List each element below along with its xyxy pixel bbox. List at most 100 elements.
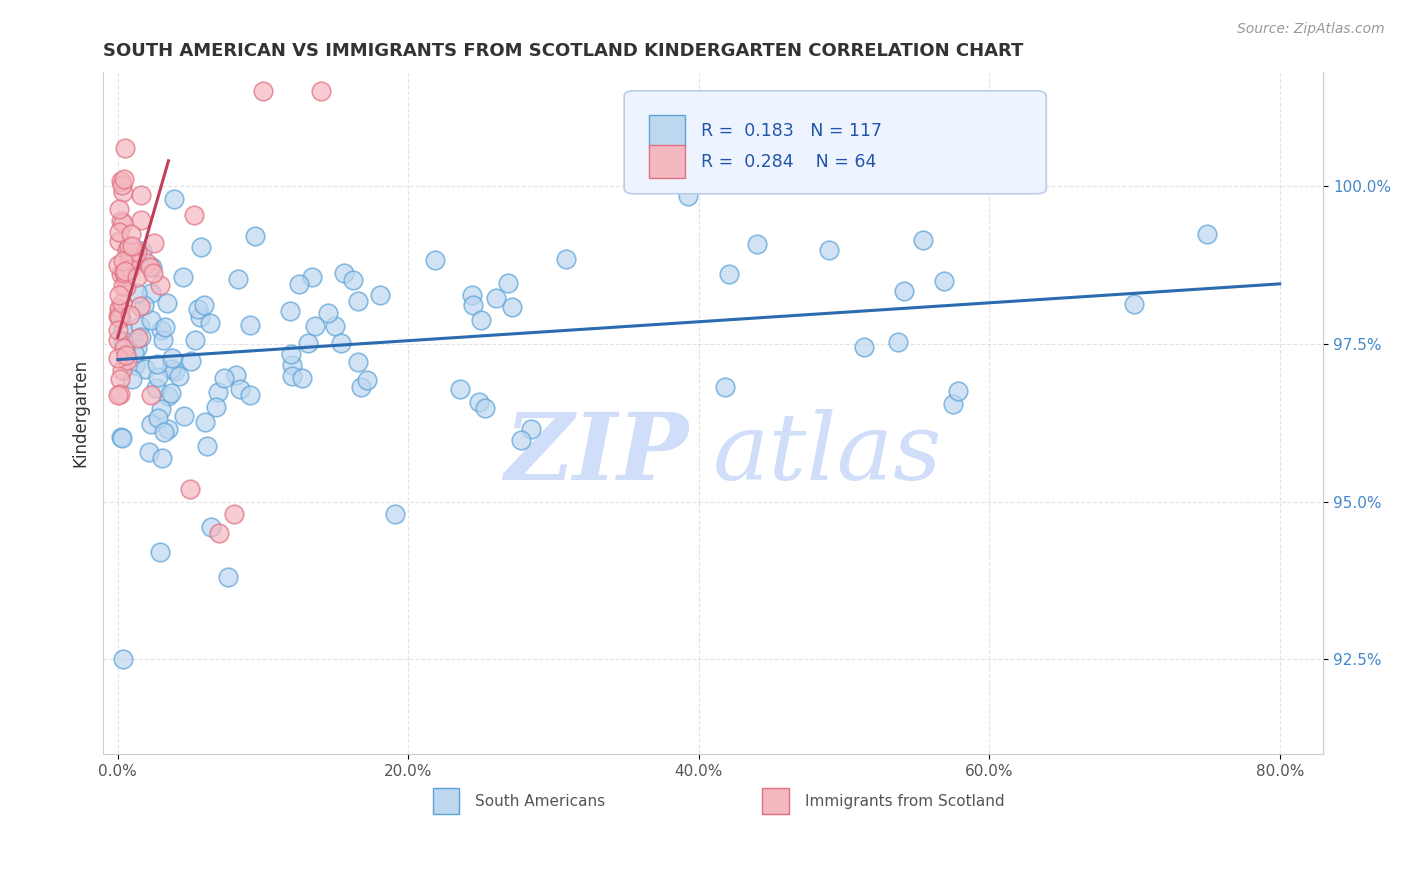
Point bbox=[190, 240, 212, 254]
Point bbox=[243, 228, 266, 243]
Point bbox=[110, 386, 132, 401]
Point bbox=[297, 335, 319, 350]
Text: R =  0.183   N = 117: R = 0.183 N = 117 bbox=[702, 122, 882, 140]
Point bbox=[555, 252, 578, 267]
Point bbox=[114, 342, 136, 356]
Point bbox=[160, 386, 183, 401]
Point bbox=[342, 273, 364, 287]
FancyBboxPatch shape bbox=[624, 91, 1046, 194]
Point bbox=[818, 244, 841, 258]
Point bbox=[115, 265, 138, 279]
Point bbox=[470, 313, 492, 327]
Point bbox=[134, 298, 156, 312]
Point bbox=[108, 202, 131, 216]
Point bbox=[281, 368, 304, 383]
Point bbox=[301, 270, 323, 285]
Bar bbox=[648, 115, 685, 147]
Point bbox=[183, 208, 205, 222]
Point bbox=[108, 302, 131, 317]
Point bbox=[172, 270, 194, 285]
Point bbox=[356, 373, 378, 387]
Point bbox=[318, 306, 340, 320]
Point bbox=[169, 368, 191, 383]
Point bbox=[304, 319, 326, 334]
Point bbox=[449, 382, 471, 396]
Point bbox=[108, 234, 131, 248]
Point bbox=[121, 239, 143, 253]
Point bbox=[129, 319, 152, 334]
Point bbox=[111, 178, 134, 192]
Point bbox=[110, 174, 132, 188]
Point bbox=[129, 329, 152, 343]
Point bbox=[153, 319, 176, 334]
Bar bbox=[648, 145, 685, 178]
Point bbox=[145, 381, 167, 395]
Point bbox=[184, 333, 207, 347]
Point bbox=[149, 278, 172, 293]
Point bbox=[510, 434, 533, 448]
Point bbox=[107, 323, 129, 337]
Point bbox=[112, 216, 135, 230]
Point bbox=[115, 353, 138, 368]
Point bbox=[112, 172, 135, 186]
Point bbox=[110, 267, 132, 281]
Point bbox=[141, 260, 163, 274]
Point bbox=[141, 388, 163, 402]
Point bbox=[122, 244, 145, 258]
Point bbox=[131, 244, 153, 258]
Point bbox=[152, 333, 174, 347]
Point bbox=[153, 425, 176, 440]
Point bbox=[346, 354, 368, 368]
Point bbox=[107, 309, 129, 323]
Point bbox=[125, 269, 148, 284]
Point bbox=[114, 141, 136, 155]
Point bbox=[115, 243, 138, 257]
Point bbox=[115, 280, 138, 294]
Point bbox=[128, 299, 150, 313]
Point bbox=[1123, 297, 1146, 311]
Point bbox=[142, 266, 165, 280]
Point bbox=[520, 421, 543, 435]
Point bbox=[148, 545, 170, 559]
Point bbox=[207, 384, 229, 399]
Point bbox=[111, 296, 134, 310]
Point bbox=[141, 417, 163, 431]
Point bbox=[108, 301, 131, 315]
Point bbox=[946, 384, 969, 398]
Point bbox=[163, 192, 186, 206]
Point bbox=[142, 236, 165, 251]
Point bbox=[347, 294, 370, 309]
Point bbox=[425, 253, 447, 268]
Point bbox=[239, 388, 262, 402]
Point bbox=[156, 422, 179, 436]
Point bbox=[194, 415, 217, 429]
Point bbox=[124, 346, 146, 360]
Point bbox=[107, 258, 129, 272]
Point bbox=[468, 394, 491, 409]
Text: atlas: atlas bbox=[713, 409, 942, 500]
Text: ZIP: ZIP bbox=[505, 409, 689, 500]
Point bbox=[111, 278, 134, 293]
Point bbox=[714, 380, 737, 394]
Point bbox=[107, 288, 129, 302]
Point bbox=[114, 264, 136, 278]
Point bbox=[280, 346, 302, 360]
Point bbox=[107, 333, 129, 347]
Bar bbox=[433, 789, 460, 814]
Text: Source: ZipAtlas.com: Source: ZipAtlas.com bbox=[1237, 22, 1385, 37]
Point bbox=[502, 301, 524, 315]
Point bbox=[1197, 227, 1219, 242]
Point bbox=[893, 284, 915, 298]
Point bbox=[309, 84, 332, 98]
Point bbox=[111, 363, 134, 377]
Point bbox=[288, 277, 311, 292]
Point bbox=[212, 371, 235, 385]
Point bbox=[121, 254, 143, 268]
Point bbox=[139, 260, 162, 274]
Point bbox=[145, 357, 167, 371]
Text: SOUTH AMERICAN VS IMMIGRANTS FROM SCOTLAND KINDERGARTEN CORRELATION CHART: SOUTH AMERICAN VS IMMIGRANTS FROM SCOTLA… bbox=[103, 42, 1024, 60]
Point bbox=[121, 227, 143, 241]
Point bbox=[111, 186, 134, 200]
Point bbox=[226, 272, 249, 286]
Point bbox=[124, 359, 146, 373]
